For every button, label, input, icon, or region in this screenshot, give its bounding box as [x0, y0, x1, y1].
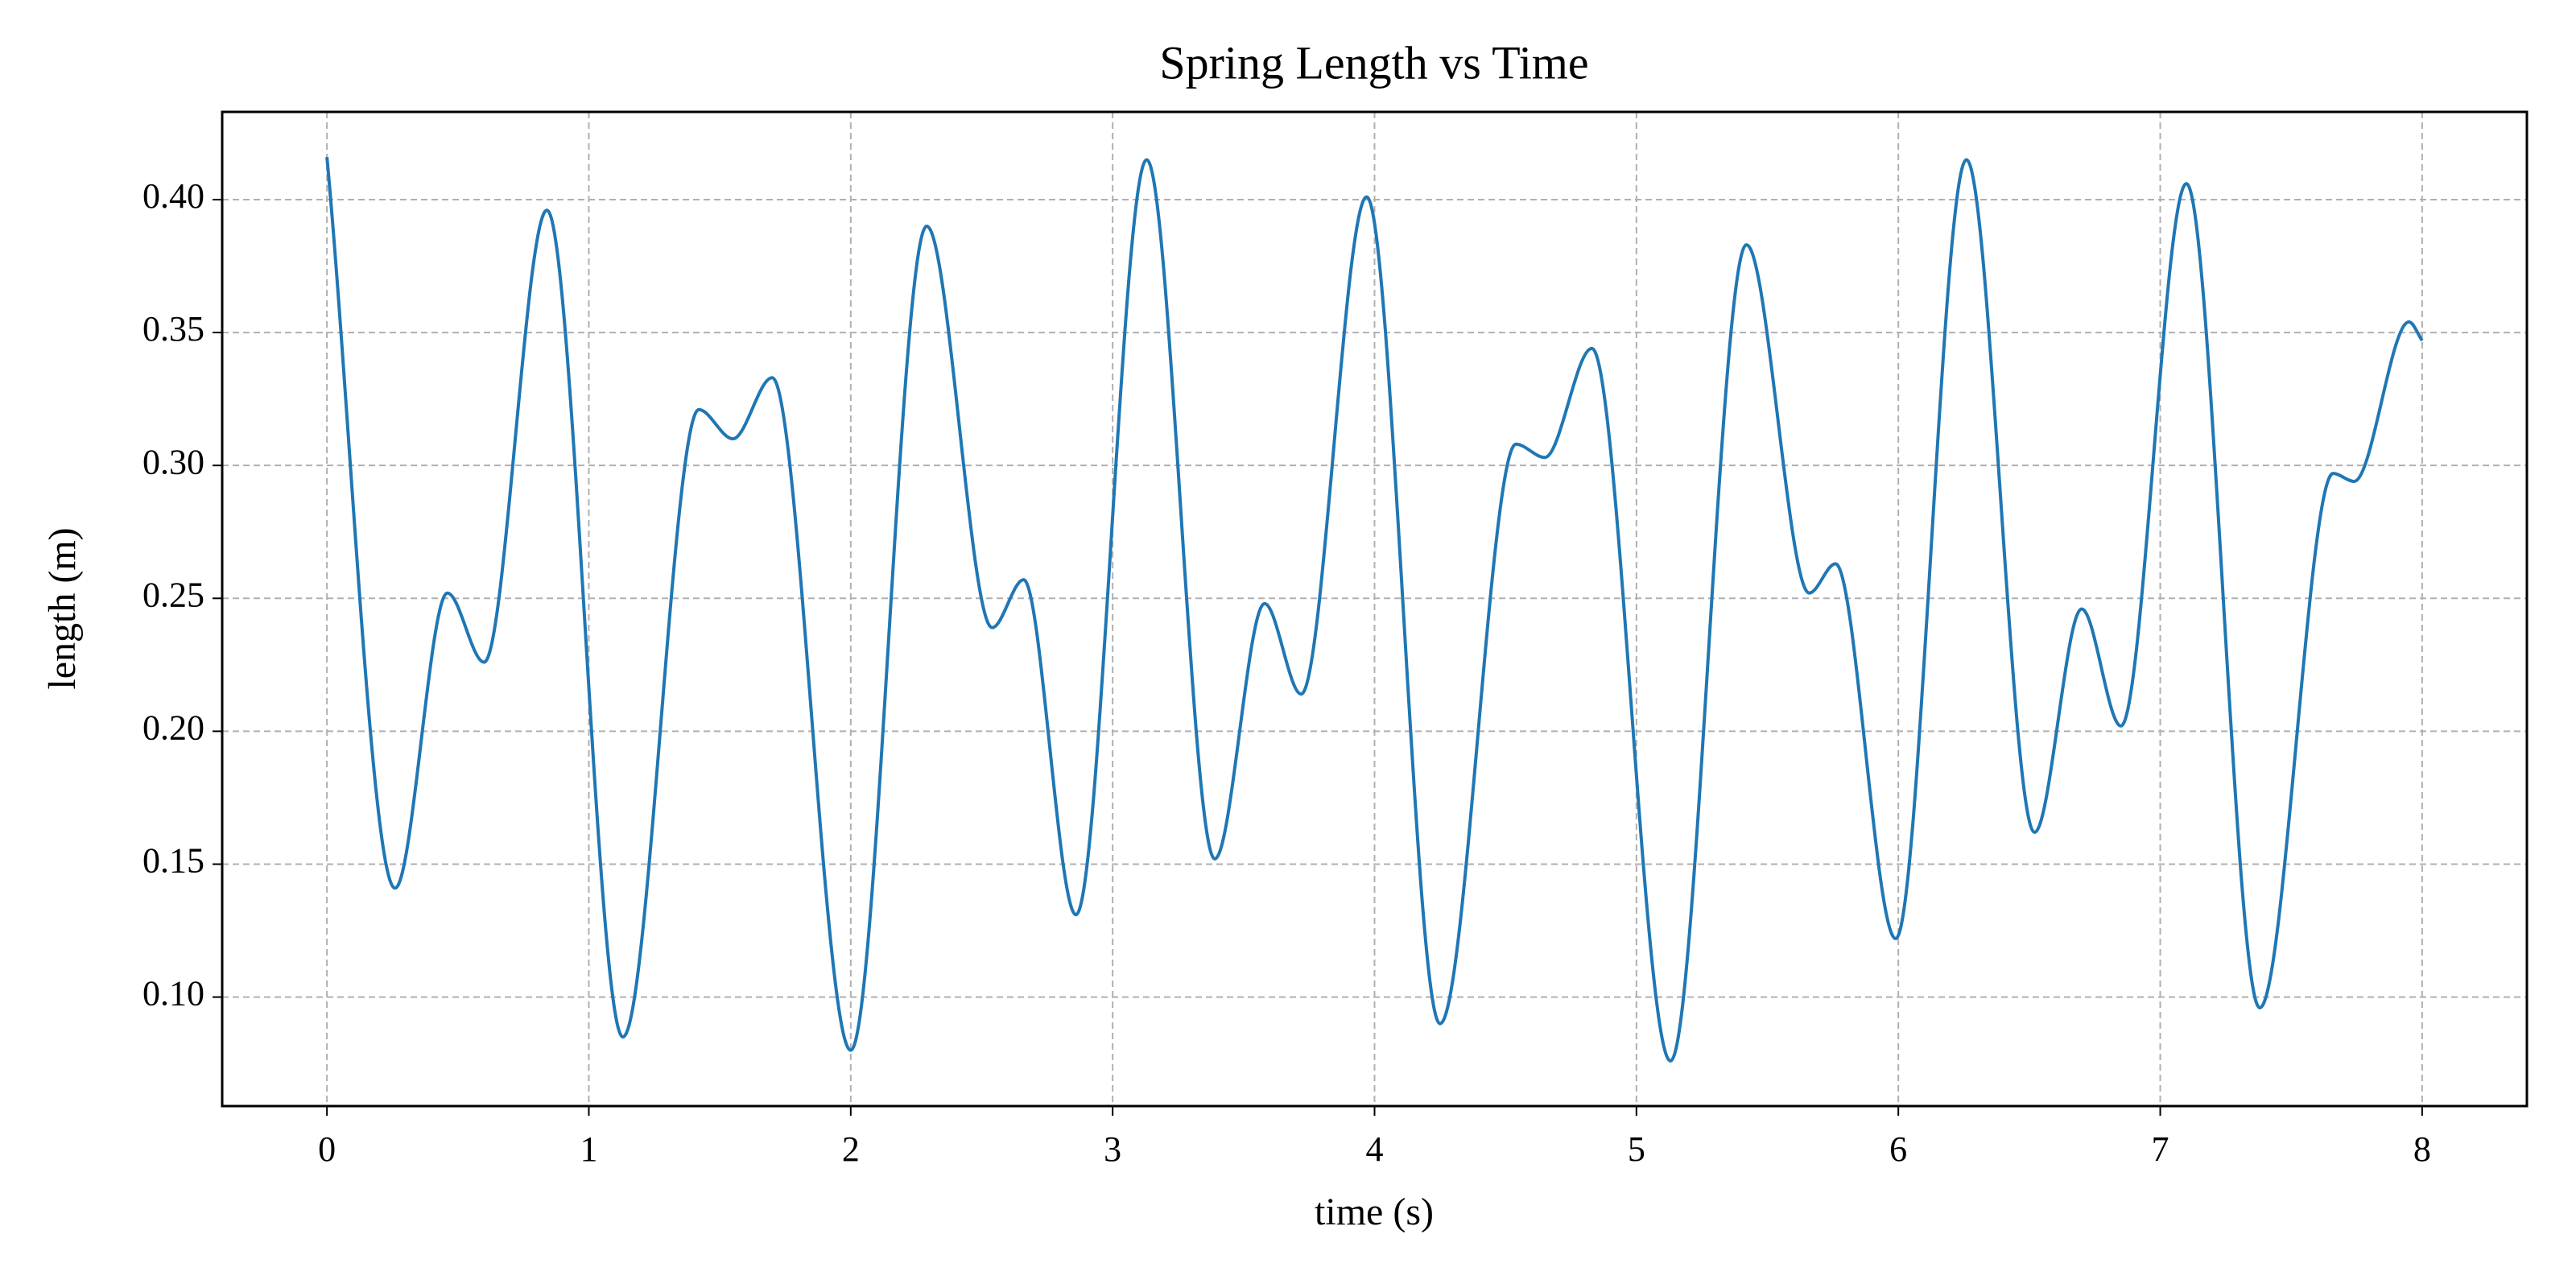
y-tick-label: 0.10: [142, 974, 204, 1013]
x-tick-label: 1: [580, 1129, 597, 1169]
x-axis-label: time (s): [1315, 1191, 1434, 1233]
y-tick-label: 0.20: [142, 708, 204, 747]
y-tick-label: 0.40: [142, 176, 204, 216]
y-tick-label: 0.15: [142, 841, 204, 881]
y-tick-label: 0.30: [142, 442, 204, 481]
chart-title: Spring Length vs Time: [1159, 36, 1588, 89]
x-tick-label: 3: [1104, 1129, 1121, 1169]
x-tick-label: 7: [2152, 1129, 2169, 1169]
x-tick-label: 4: [1366, 1129, 1384, 1169]
y-axis-label: length (m): [41, 527, 84, 689]
plot-frame: [221, 110, 2529, 1108]
y-tick-label: 0.25: [142, 575, 204, 614]
x-tick-label: 5: [1628, 1129, 1645, 1169]
x-tick-label: 8: [2413, 1129, 2431, 1169]
x-tick-label: 0: [318, 1129, 336, 1169]
x-tick-label: 2: [842, 1129, 860, 1169]
x-tick-label: 6: [1889, 1129, 1907, 1169]
y-tick-label: 0.35: [142, 309, 204, 349]
data-line: [325, 156, 2424, 1063]
